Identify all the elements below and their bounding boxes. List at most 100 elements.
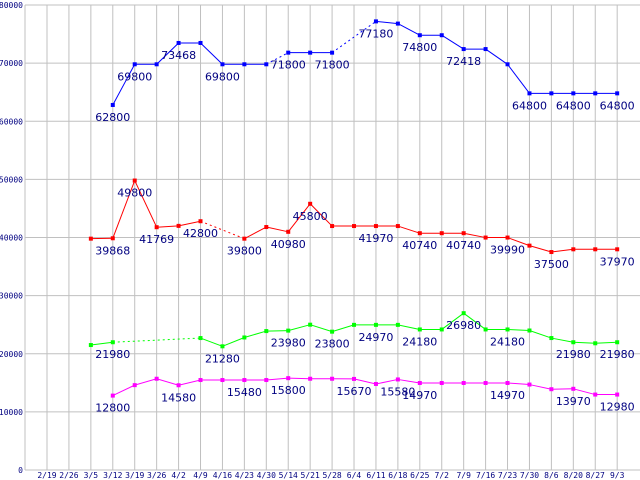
series-blue [110,19,620,107]
x-tick-label: 7/2 [435,471,450,480]
x-tick-label: 6/11 [366,471,385,480]
line-segment [309,203,333,227]
data-label: 23980 [271,337,306,350]
line-segment [529,245,552,253]
data-label: 15800 [271,384,306,397]
data-label: 71800 [315,59,350,72]
data-label: 37970 [600,255,635,268]
data-label: 21980 [600,348,635,361]
data-point [439,327,444,332]
dashed-segment [266,52,289,65]
data-point [132,62,137,67]
data-point [198,219,203,224]
x-tick-label: 8/27 [586,471,605,480]
x-tick-label: 6/4 [347,471,362,480]
line-segment [397,225,420,234]
data-point [330,50,335,55]
data-point [549,387,554,392]
line-segment [573,388,596,396]
data-point [242,335,247,340]
line-segment [375,378,398,385]
data-point [110,236,115,241]
data-point [198,336,203,341]
data-label: 21980 [556,348,591,361]
data-point [549,250,554,255]
data-labels: 62800 69800 73468 69800 71800 71800 77180 74800… [95,27,634,414]
data-point [615,247,620,252]
data-point [483,47,488,52]
y-tick-label: 50000 [0,175,23,184]
data-point [505,62,510,67]
data-label: 13970 [556,395,591,408]
data-label: 39868 [95,244,130,257]
data-point [571,340,576,345]
line-segment [266,226,289,233]
data-point [286,50,291,55]
data-label: 14970 [402,389,437,402]
x-tick-label: 7/23 [498,471,517,480]
data-point [220,344,225,349]
line-segment [595,341,618,344]
data-point [154,225,159,230]
line-segment [134,180,158,228]
data-point [286,376,291,381]
data-label: 24180 [402,335,437,348]
data-point [176,40,181,45]
line-segment [529,384,552,390]
data-point [615,392,620,397]
data-point [395,224,400,229]
data-point [505,235,510,240]
line-segment [200,42,223,65]
data-point [373,381,378,386]
line-segment [353,378,377,385]
line-segment [156,378,179,386]
data-point [439,33,444,38]
data-point [549,336,554,341]
line-segment [507,63,530,94]
series-red [88,178,620,255]
line-segment [507,382,530,386]
data-point [110,102,115,107]
data-label: 69800 [117,70,152,83]
data-point [176,223,181,228]
data-label: 15480 [227,386,262,399]
x-tick-label: 2/26 [59,471,78,480]
line-segment [441,34,464,50]
data-point [154,376,159,381]
data-label: 69800 [205,70,240,83]
line-segment [156,225,179,228]
data-point [505,327,510,332]
data-point [373,224,378,229]
x-tick-label: 7/9 [456,471,471,480]
line-segment [507,328,530,331]
line-segment [112,64,136,106]
data-point [615,340,620,345]
line-segment [178,379,201,386]
data-label: 72418 [446,55,481,68]
data-point [220,62,225,67]
y-tick-label: 10000 [0,408,23,417]
line-segment [529,330,552,339]
data-point [198,378,203,383]
y-tick-label: 20000 [0,350,23,359]
line-segment [397,324,420,330]
data-point [88,236,93,241]
data-point [110,393,115,398]
data-label: 41970 [358,232,393,245]
data-label: 26980 [446,319,481,332]
data-point [88,343,93,348]
data-point [308,201,313,206]
series [88,19,620,398]
data-point [308,376,313,381]
data-label: 74800 [402,41,437,54]
data-point [242,236,247,241]
line-segment [200,337,223,347]
line-segment [222,337,245,347]
line-segment [134,378,157,386]
data-label: 41769 [139,233,174,246]
data-point [264,62,269,67]
data-point [417,327,422,332]
data-point [330,329,335,334]
data-point [571,247,576,252]
